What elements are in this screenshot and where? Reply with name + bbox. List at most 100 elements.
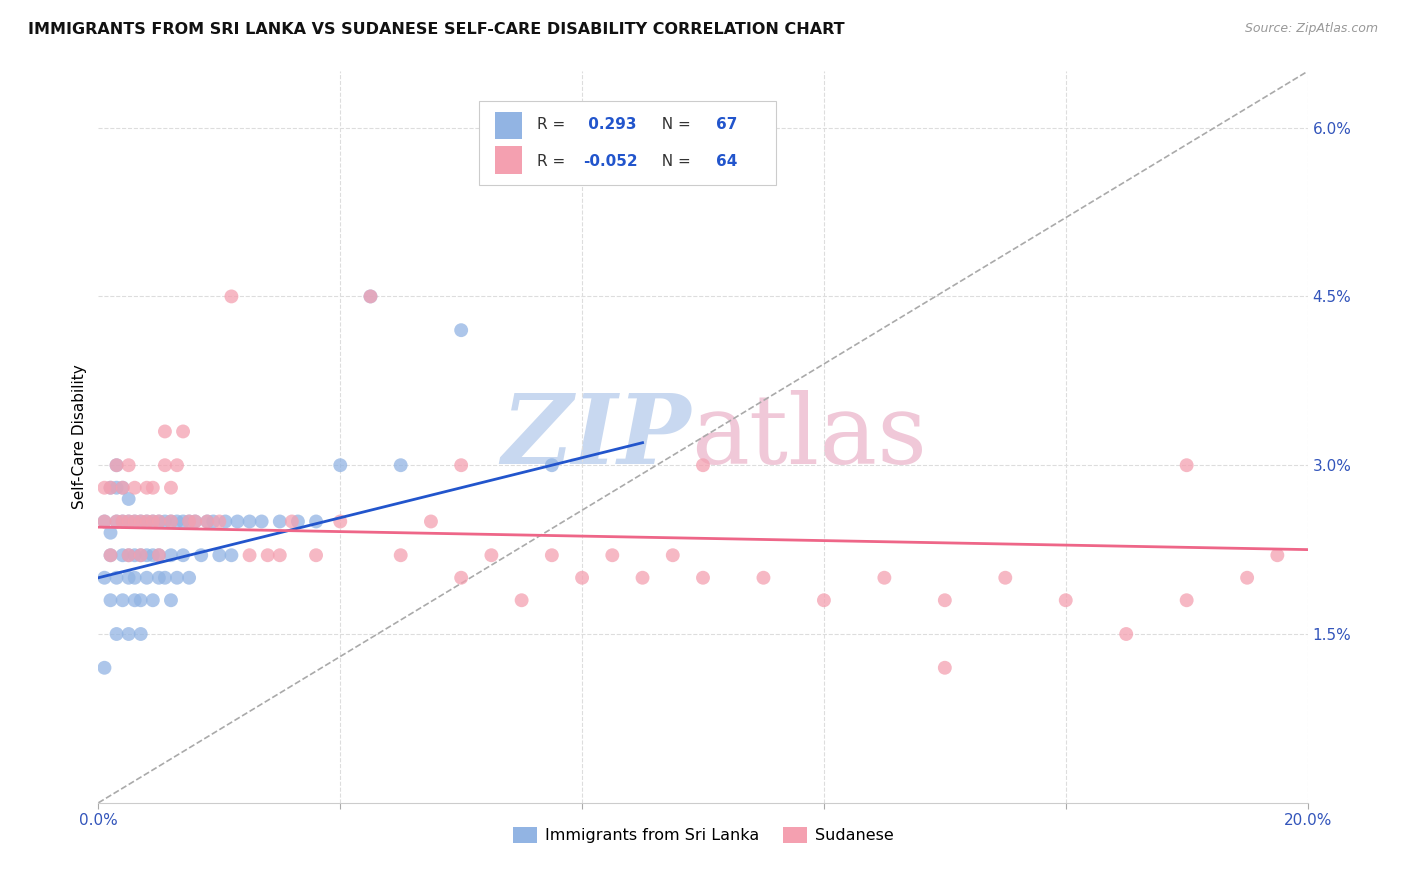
Point [135, 481, 157, 495]
Text: ZIP: ZIP [502, 390, 690, 484]
Point [100, 525, 122, 540]
Point [118, 515, 141, 529]
Point [129, 593, 152, 607]
Point [269, 515, 291, 529]
Point [93, 515, 115, 529]
Point [692, 458, 714, 473]
Point [118, 515, 141, 529]
Text: 67: 67 [716, 117, 738, 132]
Point [111, 481, 134, 495]
Point [540, 548, 562, 562]
Point [105, 481, 128, 495]
Point [1054, 593, 1077, 607]
Text: N =: N = [652, 153, 696, 169]
Point [105, 515, 128, 529]
Point [179, 515, 201, 529]
Point [93, 515, 115, 529]
Point [105, 515, 128, 529]
Point [420, 515, 443, 529]
Point [166, 515, 188, 529]
Text: IMMIGRANTS FROM SRI LANKA VS SUDANESE SELF-CARE DISABILITY CORRELATION CHART: IMMIGRANTS FROM SRI LANKA VS SUDANESE SE… [28, 22, 845, 37]
Point [100, 548, 122, 562]
Point [135, 515, 157, 529]
Point [160, 515, 183, 529]
Point [148, 515, 170, 529]
Point [135, 571, 157, 585]
Point [111, 515, 134, 529]
Point [105, 458, 128, 473]
Point [221, 548, 243, 562]
Point [105, 571, 128, 585]
Point [202, 515, 225, 529]
Point [602, 548, 624, 562]
Point [329, 515, 352, 529]
Point [540, 458, 562, 473]
Point [153, 571, 176, 585]
Point [305, 548, 328, 562]
Text: atlas: atlas [690, 390, 927, 484]
Point [934, 661, 956, 675]
Point [360, 289, 382, 303]
Point [813, 593, 835, 607]
Point [1236, 571, 1258, 585]
Point [994, 571, 1017, 585]
Point [93, 661, 115, 675]
Point [118, 458, 141, 473]
Point [239, 515, 262, 529]
Point [329, 458, 352, 473]
Point [100, 481, 122, 495]
Point [287, 515, 309, 529]
Point [124, 548, 146, 562]
Point [934, 593, 956, 607]
Point [111, 593, 134, 607]
Point [124, 481, 146, 495]
Point [269, 548, 291, 562]
Point [450, 458, 472, 473]
Point [631, 571, 654, 585]
Point [450, 571, 472, 585]
Point [752, 571, 775, 585]
Point [179, 515, 201, 529]
Point [100, 548, 122, 562]
FancyBboxPatch shape [479, 101, 776, 185]
Point [873, 571, 896, 585]
Point [571, 571, 593, 585]
Point [160, 515, 183, 529]
Point [153, 458, 176, 473]
Point [281, 515, 304, 529]
Point [105, 627, 128, 641]
Point [129, 627, 152, 641]
Point [239, 548, 262, 562]
FancyBboxPatch shape [495, 112, 522, 139]
Point [190, 548, 212, 562]
Text: 0.293: 0.293 [583, 117, 637, 132]
Point [450, 323, 472, 337]
Point [129, 515, 152, 529]
Point [135, 548, 157, 562]
Point [226, 515, 249, 529]
Point [195, 515, 218, 529]
Text: Source: ZipAtlas.com: Source: ZipAtlas.com [1244, 22, 1378, 36]
Point [256, 548, 278, 562]
Point [142, 548, 165, 562]
Point [124, 593, 146, 607]
Point [111, 548, 134, 562]
Point [389, 458, 412, 473]
Point [118, 627, 141, 641]
Point [160, 481, 183, 495]
Point [93, 571, 115, 585]
Point [481, 548, 503, 562]
Point [160, 548, 183, 562]
Point [153, 425, 176, 439]
Text: 64: 64 [716, 153, 738, 169]
Point [93, 481, 115, 495]
Point [184, 515, 207, 529]
Legend: Immigrants from Sri Lanka, Sudanese: Immigrants from Sri Lanka, Sudanese [506, 821, 900, 850]
Point [105, 458, 128, 473]
Point [148, 548, 170, 562]
Text: -0.052: -0.052 [583, 153, 638, 169]
Point [1175, 458, 1198, 473]
Point [135, 515, 157, 529]
Point [100, 481, 122, 495]
Point [118, 548, 141, 562]
